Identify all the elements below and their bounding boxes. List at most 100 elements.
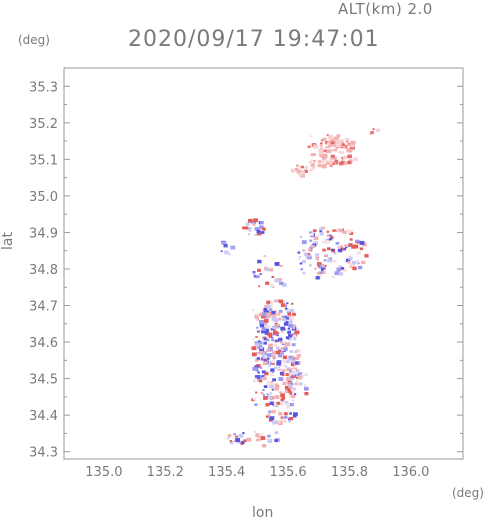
data-point (248, 218, 253, 223)
data-point (274, 439, 278, 443)
data-point (282, 359, 287, 363)
data-point (279, 341, 284, 345)
data-point (254, 343, 260, 347)
data-point (276, 368, 280, 371)
data-point (227, 434, 232, 437)
data-point (372, 128, 375, 130)
data-point (252, 272, 256, 276)
data-point (279, 402, 284, 406)
data-point (223, 244, 228, 248)
data-point (307, 145, 311, 148)
data-point (264, 319, 269, 323)
data-point (294, 330, 300, 335)
y-tick-label: 34.3 (29, 446, 58, 461)
data-point (294, 357, 297, 360)
data-point (292, 414, 297, 418)
data-point (290, 355, 295, 359)
data-point (317, 262, 322, 266)
data-point (342, 230, 347, 234)
data-point (288, 324, 293, 328)
data-point (318, 148, 323, 153)
data-point (295, 164, 300, 167)
data-point (244, 226, 249, 230)
x-tick-label: 135.6 (269, 465, 306, 480)
data-point (267, 439, 273, 443)
data-point (333, 144, 337, 147)
data-point (323, 149, 327, 153)
data-point (254, 227, 260, 231)
data-point (278, 351, 283, 355)
data-point (280, 330, 284, 333)
data-point (280, 303, 286, 307)
data-point (311, 244, 315, 248)
data-point (273, 328, 276, 331)
data-point (309, 264, 312, 267)
data-point (271, 276, 275, 278)
data-point (257, 345, 263, 349)
data-point (263, 361, 268, 366)
data-point (270, 381, 273, 384)
data-point (332, 259, 337, 263)
data-point (309, 246, 313, 250)
data-point (345, 138, 349, 142)
data-point (284, 420, 287, 423)
data-point (278, 315, 284, 320)
data-point (252, 271, 256, 274)
data-point (339, 245, 343, 248)
data-point (283, 347, 288, 351)
data-point (304, 386, 309, 391)
altitude-label: ALT(km) 2.0 (338, 0, 433, 18)
data-point (269, 283, 274, 287)
data-point (357, 265, 363, 270)
data-point (255, 359, 259, 362)
data-point (261, 357, 264, 360)
data-point (356, 251, 361, 255)
data-point (310, 159, 314, 162)
data-point (278, 299, 284, 304)
data-point (281, 348, 285, 352)
data-point (266, 312, 271, 317)
data-point (255, 336, 258, 338)
data-point (290, 362, 296, 367)
data-point (279, 340, 282, 343)
data-point (284, 390, 288, 393)
data-point (274, 431, 279, 435)
data-point (352, 261, 357, 265)
data-point (259, 438, 262, 441)
data-point (334, 271, 339, 275)
data-point (295, 357, 300, 360)
data-point (301, 240, 307, 245)
data-point (270, 328, 274, 331)
data-point (353, 157, 358, 161)
data-point (343, 269, 347, 272)
data-point (284, 412, 288, 416)
data-point (261, 330, 266, 334)
data-point (339, 139, 345, 144)
y-tick-label: 34.5 (29, 373, 58, 388)
data-point (278, 337, 283, 342)
data-point (328, 143, 333, 148)
data-point (272, 355, 277, 359)
data-point (235, 435, 238, 438)
data-point (342, 155, 347, 159)
data-point (278, 377, 284, 381)
data-point (348, 141, 351, 144)
data-point (282, 355, 288, 359)
data-point (289, 392, 292, 395)
data-point (267, 305, 271, 309)
data-point (280, 397, 285, 401)
data-point (284, 365, 287, 368)
data-point (320, 154, 324, 158)
data-point (274, 322, 278, 326)
data-point (261, 315, 265, 319)
data-point (335, 162, 339, 165)
data-point (270, 373, 274, 377)
data-point (256, 330, 260, 333)
data-point (288, 417, 294, 421)
data-point (257, 259, 262, 264)
data-point (276, 401, 281, 405)
data-point (347, 160, 352, 165)
data-point (269, 363, 273, 366)
data-point (300, 268, 304, 271)
data-point (340, 151, 344, 154)
